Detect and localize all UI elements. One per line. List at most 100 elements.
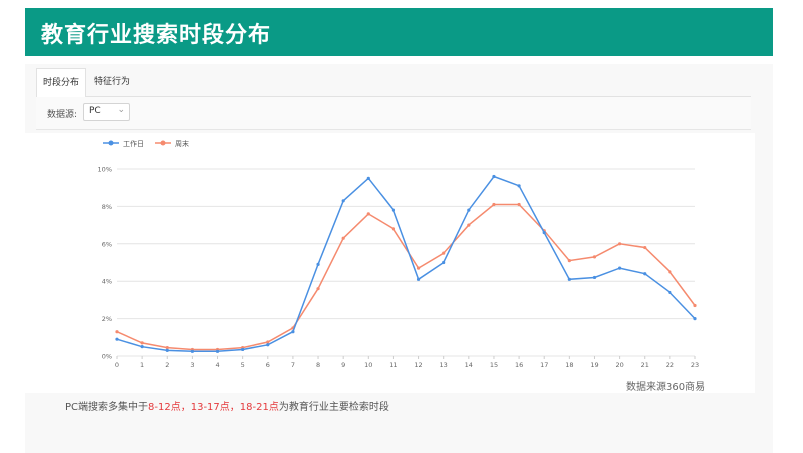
chart-legend: 工作日 周末 [103,139,189,148]
title-banner: 教育行业搜索时段分布 [25,8,773,56]
note-highlight-1: 8-12点， [148,402,191,413]
data-point [517,202,521,207]
legend-label: 工作日 [123,139,144,148]
y-tick-label: 2% [102,315,112,323]
x-tick-label: 5 [241,361,245,369]
data-source-value: PC [89,106,101,116]
data-point [291,330,295,334]
x-tick-label: 16 [515,361,523,369]
data-point [542,230,546,235]
data-point [341,236,345,240]
y-tick-label: 10% [98,166,112,174]
data-point [316,287,320,291]
x-tick-label: 8 [316,361,320,369]
data-point [492,174,496,179]
x-tick-label: 1 [140,361,144,369]
data-point [266,340,270,344]
x-tick-label: 0 [115,361,119,369]
data-point [643,272,647,276]
y-tick-label: 8% [102,203,112,211]
data-point [341,199,345,203]
data-point [140,341,144,345]
x-tick-label: 19 [590,361,598,369]
data-point [467,208,471,212]
x-tick-label: 20 [615,361,623,369]
legend-marker [160,140,166,146]
x-axis: 0 1 2 3 4 5 6 7 8 9 10 11 12 13 14 15 16 17 18 19 20 21 22 23 [115,356,699,369]
data-point [165,348,169,352]
page-title: 教育行业搜索时段分布 [41,23,272,48]
tab-time-distribution[interactable]: 时段分布 [36,68,87,98]
chart-series [115,174,697,353]
series-line [116,203,696,351]
data-point [391,227,396,231]
data-point [567,277,571,281]
data-point [592,255,597,259]
x-tick-label: 10 [364,361,372,369]
data-point [592,275,597,280]
data-point [442,251,446,255]
summary-note: PC端搜索多集中于8-12点，13-17点，18-21点为教育行业主要检索时段 [65,398,389,413]
data-point [618,266,622,270]
data-point [241,347,245,352]
data-point [467,223,471,227]
x-tick-label: 21 [641,361,649,369]
note-prefix: PC端搜索多集中于 [65,402,149,413]
x-tick-label: 22 [666,361,674,369]
data-source-note: 数据来源360商易 [626,382,706,393]
note-suffix: 为教育行业主要检索时段 [278,402,389,413]
y-tick-label: 0% [102,353,112,361]
data-point [165,345,169,350]
legend-marker [108,140,114,146]
tab-bar: 时段分布 特征行为 [36,68,751,98]
data-point [668,270,672,274]
data-point [442,260,446,265]
data-source-select[interactable]: PC ⌄ [83,103,130,121]
data-point [693,317,697,321]
y-tick-label: 4% [102,278,112,286]
data-point [316,262,320,266]
chart-grid [117,168,695,357]
x-tick-label: 14 [465,361,473,369]
data-point [140,345,144,349]
data-point [366,212,370,216]
data-source-label: 数据源: [47,110,78,120]
x-tick-label: 6 [266,361,270,369]
data-point [115,330,119,334]
data-point [416,277,421,281]
data-point [668,290,672,295]
chart-container: 工作日 周末 0% 2% 4% 6% 8% 10% 0 1 2 3 4 5 6 7 8 9 10 11 12 13 14… [25,133,755,393]
x-tick-label: 18 [565,361,573,369]
data-point [366,176,370,180]
x-tick-label: 23 [691,361,699,369]
x-tick-label: 9 [341,361,345,369]
data-point [215,349,220,353]
data-point [618,242,622,246]
data-point [115,337,119,341]
x-tick-label: 4 [215,361,219,369]
data-point [567,259,571,263]
data-point [416,266,421,270]
tab-feature-behavior[interactable]: 特征行为 [94,77,131,87]
x-tick-label: 15 [490,361,498,369]
y-axis: 0% 2% 4% 6% 8% 10% [98,166,112,361]
note-highlight-3: 18-21点 [239,402,279,413]
y-tick-label: 6% [102,240,112,248]
chevron-down-icon: ⌄ [117,105,125,115]
data-point [190,349,194,353]
legend-label: 周末 [175,139,189,148]
series-line [116,175,696,353]
x-tick-label: 2 [165,361,169,369]
data-point [266,343,270,347]
data-point [391,208,396,212]
data-point [492,202,496,207]
data-point [643,245,647,250]
x-tick-label: 11 [389,361,397,369]
data-point [517,184,521,188]
note-highlight-2: 13-17点， [190,402,240,413]
data-point [693,303,697,308]
x-tick-label: 7 [291,361,295,369]
x-tick-label: 12 [414,361,422,369]
filter-row: 数据源: PC ⌄ [36,97,751,130]
line-chart: 工作日 周末 0%2%4%6%8%10% 0 1 2 3 4 5 6 7 8 9 10 11 12 13 14… [98,139,700,369]
